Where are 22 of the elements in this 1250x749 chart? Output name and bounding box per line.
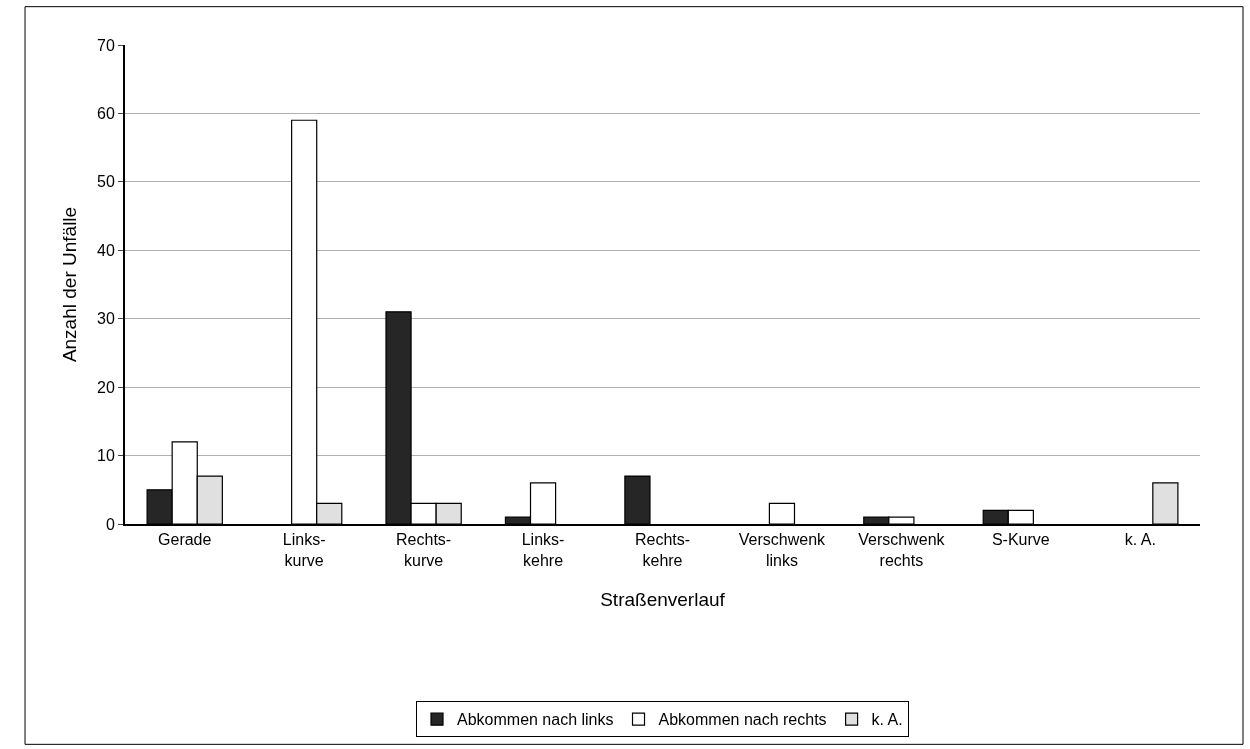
x-tick-label: Verschwenk links <box>738 531 827 569</box>
x-axis-title: Straßenverlauf <box>600 589 726 611</box>
x-tick-label: Gerade <box>158 531 212 549</box>
x-tick-label: k. A. <box>1124 531 1156 549</box>
y-tick-label: 40 <box>97 241 115 259</box>
x-tick-label: Rechts- kehre <box>634 531 691 569</box>
x-tick-label: Links- kehre <box>521 531 565 569</box>
y-tick-label: 50 <box>97 173 115 191</box>
y-tick-label: 70 <box>97 36 115 54</box>
y-tick-label: 30 <box>97 310 115 328</box>
y-tick-label: 20 <box>97 378 115 396</box>
legend-label: Abkommen nach links <box>457 711 614 729</box>
y-tick-label: 60 <box>97 105 115 123</box>
y-tick-label: 0 <box>105 515 115 533</box>
legend-label: k. A. <box>871 711 903 729</box>
x-tick-label: Links- kurve <box>282 531 326 569</box>
x-tick-label: Verschwenk rechts <box>858 531 946 569</box>
x-tick-label: S-Kurve <box>991 531 1050 549</box>
legend-label: Abkommen nach rechts <box>658 711 827 729</box>
y-axis-title: Anzahl der Unfälle <box>59 206 81 363</box>
x-tick-label: Rechts- kurve <box>396 531 452 569</box>
y-tick-label: 10 <box>97 447 115 465</box>
